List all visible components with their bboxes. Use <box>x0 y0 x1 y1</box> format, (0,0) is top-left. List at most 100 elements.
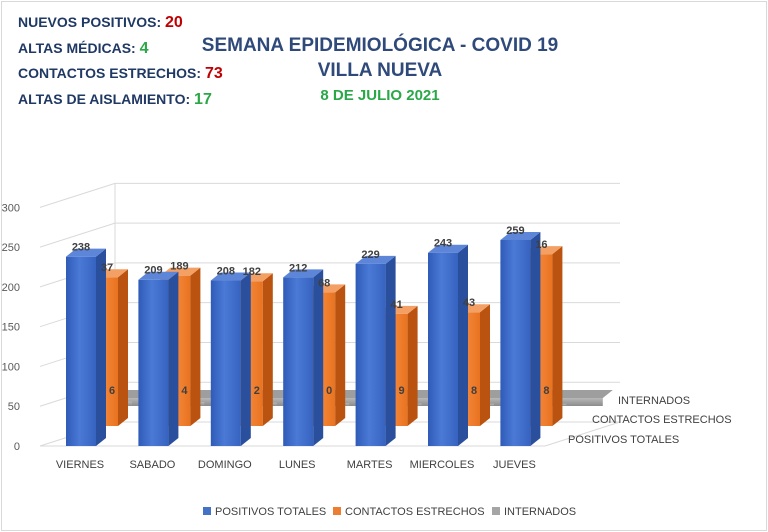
positivos-bar <box>283 269 324 446</box>
contactos-bar-side <box>335 284 346 426</box>
x-category-label: VIERNES <box>56 459 104 471</box>
stat-label: ALTAS MÉDICAS: <box>18 39 136 56</box>
internados-value-label: 8 <box>543 385 549 397</box>
positivos-bar-front <box>428 252 458 446</box>
x-category-label: MIERCOLES <box>410 459 475 471</box>
positivos-bar <box>355 255 396 446</box>
positivos-bar-side <box>385 255 396 446</box>
positivos-bar-top <box>428 244 468 253</box>
depth-axis-label: CONTACTOS ESTRECHOS <box>592 414 732 426</box>
positivos-value-label: 259 <box>506 225 524 237</box>
x-category-label: MARTES <box>347 459 393 471</box>
x-category-label: JUEVES <box>493 459 536 471</box>
stat-label: ALTAS DE AISLAMIENTO: <box>18 90 191 107</box>
contactos-bar-side <box>118 269 128 426</box>
internados-value-label: 4 <box>181 385 188 397</box>
contactos-value-label: 182 <box>243 266 261 278</box>
stat-value: 17 <box>194 90 212 108</box>
internados-value-label: 6 <box>109 385 115 397</box>
positivos-bar <box>500 231 541 446</box>
positivos-bar <box>138 271 179 446</box>
legend-label: POSITIVOS TOTALES <box>215 506 326 518</box>
stat-value: 73 <box>204 65 223 82</box>
gridline-diag <box>39 182 116 208</box>
positivos-bar-front <box>138 279 169 446</box>
positivos-bar-front <box>210 280 241 446</box>
stat-label: NUEVOS POSITIVOS: <box>18 14 162 30</box>
positivos-bar-front <box>355 263 386 446</box>
y-tick-label: 0 <box>14 441 20 453</box>
legend-item: INTERNADOS <box>492 506 576 518</box>
depth-axis-label: INTERNADOS <box>618 395 690 407</box>
contactos-bar-side <box>552 246 563 426</box>
positivos-value-label: 229 <box>361 249 379 261</box>
legend-swatch <box>203 507 211 515</box>
stat-nuevos-positivos: NUEVOS POSITIVOS: 20 <box>18 14 223 40</box>
y-tick-label: 250 <box>2 242 20 254</box>
stat-altas-medicas: ALTAS MÉDICAS: 4 <box>18 40 223 66</box>
chart-date: 8 DE JULIO 2021 <box>320 87 440 104</box>
y-tick-label: 300 <box>2 202 20 214</box>
positivos-bar <box>428 244 468 446</box>
positivos-bar-front <box>500 239 531 446</box>
stat-contactos-estrechos: CONTACTOS ESTRECHOS: 73 <box>18 65 223 91</box>
contactos-bar-side <box>190 267 201 426</box>
stat-value: 4 <box>139 39 149 57</box>
positivos-bar-side <box>168 271 179 446</box>
positivos-bar <box>66 248 106 446</box>
y-tick-label: 100 <box>2 361 20 373</box>
positivos-bar-side <box>458 244 468 446</box>
positivos-bar-top <box>500 231 541 240</box>
x-category-label: LUNES <box>279 459 316 471</box>
positivos-bar-top <box>138 271 179 280</box>
contactos-bar-side <box>407 305 418 426</box>
internados-value-label: 9 <box>399 385 405 397</box>
gridline-diag <box>39 222 116 248</box>
chart-subtitle: VILLA NUEVA <box>317 60 443 81</box>
positivos-bar-side <box>530 231 541 446</box>
positivos-bar-side <box>96 248 106 446</box>
legend-swatch <box>492 507 500 515</box>
contactos-bar-side <box>262 273 273 426</box>
positivos-bar-top <box>283 269 324 278</box>
x-category-label: DOMINGO <box>198 459 252 471</box>
positivos-bar-side <box>240 272 251 446</box>
contactos-value-label: 68 <box>318 277 330 289</box>
internados-value-label: 2 <box>254 385 260 397</box>
stat-label: CONTACTOS ESTRECHOS: <box>18 65 202 81</box>
positivos-bar-side <box>313 269 324 446</box>
positivos-bar-top <box>66 248 106 257</box>
legend-label: CONTACTOS ESTRECHOS <box>345 506 485 518</box>
internados-value-label: 8 <box>471 385 477 397</box>
positivos-bar-front <box>283 277 314 446</box>
legend-item: CONTACTOS ESTRECHOS <box>333 506 485 518</box>
legend-swatch <box>333 507 341 515</box>
legend-item: POSITIVOS TOTALES <box>203 506 326 518</box>
positivos-value-label: 208 <box>217 266 235 278</box>
positivos-bar <box>210 272 251 446</box>
stat-altas-aislamiento: ALTAS DE AISLAMIENTO: 17 <box>18 91 223 117</box>
contactos-bar-side <box>480 304 490 426</box>
contactos-value-label: 16 <box>535 239 547 251</box>
positivos-bar-top <box>210 272 251 281</box>
positivos-bar-top <box>355 255 396 264</box>
positivos-value-label: 238 <box>72 242 90 254</box>
contactos-value-label: 189 <box>170 261 188 273</box>
contactos-value-label: 43 <box>463 297 475 309</box>
x-category-label: SABADO <box>129 459 175 471</box>
floor-right <box>544 421 621 447</box>
title-block: SEMANA EPIDEMIOLÓGICA - COVID 19 VILLA N… <box>190 33 570 109</box>
stats-panel: NUEVOS POSITIVOS: 20 ALTAS MÉDICAS: 4 CO… <box>18 14 223 116</box>
y-tick-label: 50 <box>8 401 20 413</box>
stat-value: 20 <box>165 14 183 31</box>
y-tick-label: 200 <box>2 282 20 294</box>
positivos-value-label: 243 <box>434 238 452 250</box>
contactos-value-label: 37 <box>101 262 113 274</box>
internados-value-label: 0 <box>326 385 332 397</box>
y-tick-label: 150 <box>2 322 20 334</box>
contactos-value-label: 41 <box>390 299 402 311</box>
positivos-value-label: 212 <box>289 262 307 274</box>
positivos-bar-front <box>66 256 96 446</box>
chart-title: SEMANA EPIDEMIOLÓGICA - COVID 19 <box>201 35 559 56</box>
